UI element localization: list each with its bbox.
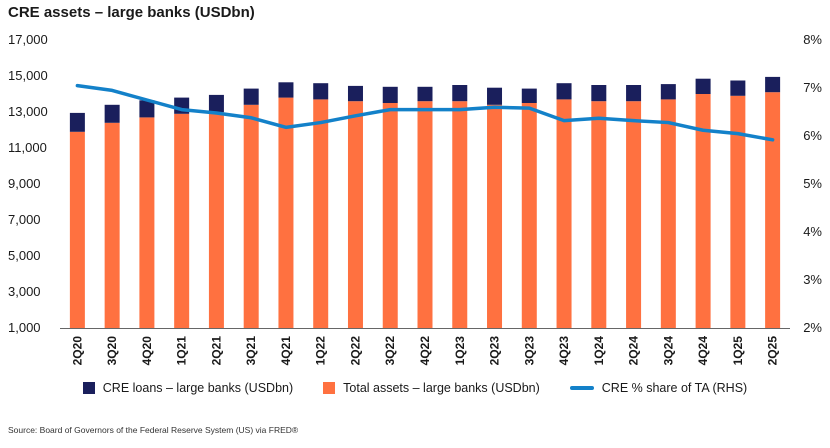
y2-tick-label: 5% [803,176,822,191]
y2-tick-label: 4% [803,224,822,239]
bar-cre-loans [313,83,329,100]
bar-total-assets [278,97,294,328]
bar-total-assets [174,113,190,328]
bar-total-assets [626,101,642,328]
x-tick-label: 2Q23 [488,336,502,366]
chart-legend: CRE loans – large banks (USDbn) Total as… [0,381,830,395]
bar-total-assets [347,101,363,328]
x-tick-label: 2Q24 [627,336,641,366]
y-tick-label: 9,000 [8,176,41,191]
legend-label-total-assets: Total assets – large banks (USDbn) [343,381,540,395]
y2-tick-label: 6% [803,128,822,143]
x-tick-label: 1Q23 [453,336,467,366]
bar-cre-loans [452,85,468,102]
y2-tick-label: 8% [803,32,822,47]
bar-cre-loans [660,84,676,100]
bar-cre-loans [243,88,259,105]
x-tick-label: 2Q22 [348,336,362,366]
x-tick-label: 3Q22 [383,336,397,366]
bar-total-assets [591,101,607,328]
y-tick-label: 1,000 [8,320,41,335]
bar-total-assets [417,101,433,328]
y-tick-label: 11,000 [8,140,47,155]
x-tick-label: 3Q21 [244,336,258,366]
x-tick-label: 2Q21 [209,336,223,366]
bar-cre-loans [521,88,537,103]
bar-cre-loans [139,100,155,118]
bar-cre-loans [417,86,433,102]
bar-cre-loans [278,82,294,98]
bar-cre-loans [591,85,607,102]
bar-total-assets [452,101,468,328]
x-tick-label: 3Q20 [105,336,119,366]
x-tick-label: 3Q24 [661,336,675,366]
y-tick-label: 13,000 [8,104,48,119]
x-tick-label: 4Q20 [140,336,154,366]
bar-cre-loans [730,80,746,96]
y-tick-label: 7,000 [8,212,41,227]
x-tick-label: 1Q24 [592,336,606,366]
line-series [75,83,775,142]
x-tick-label: 2Q20 [70,336,84,366]
bar-total-assets [487,104,503,328]
bar-total-assets [695,94,711,328]
bar-cre-loans [626,85,642,102]
bar-cre-loans [556,83,572,100]
y-tick-label: 17,000 [8,32,48,47]
legend-item-cre-loans: CRE loans – large banks (USDbn) [82,381,294,395]
legend-swatch-total-assets [323,382,336,394]
x-tick-label: 1Q22 [314,336,328,366]
bar-cre-loans [69,112,85,132]
bar-cre-loans [765,76,781,93]
x-tick-label: 4Q24 [696,336,710,366]
x-tick-label: 4Q23 [557,336,571,366]
bar-total-assets [243,104,259,328]
bar-total-assets [139,117,155,329]
left-y-axis: 1,000 3,000 5,000 7,000 9,000 11,000 13,000 15,… [8,32,48,335]
source-note: Source: Board of Governors of the Federa… [8,425,299,435]
y2-tick-label: 2% [803,320,822,335]
bar-cre-loans [104,104,120,123]
chart-title: CRE assets – large banks (USDbn) [8,4,255,21]
x-tick-label: 3Q23 [522,336,536,366]
x-axis: 2Q20 3Q20 4Q20 1Q21 2Q21 3Q21 4Q21 1Q22 2Q22 3Q22… [60,328,790,366]
x-tick-label: 2Q25 [766,336,780,366]
bar-series [69,76,781,329]
legend-label-cre-loans: CRE loans – large banks (USDbn) [102,381,294,395]
legend-swatch-cre-loans [82,382,95,394]
y2-tick-label: 3% [803,272,822,287]
bar-total-assets [104,122,120,328]
bar-cre-loans [347,85,363,102]
bar-total-assets [660,99,676,329]
bar-cre-loans [695,78,711,94]
y-tick-label: 3,000 [8,284,41,299]
bar-total-assets [382,103,398,328]
x-tick-label: 1Q21 [175,336,189,366]
y2-tick-label: 7% [803,80,822,95]
bar-total-assets [208,112,224,328]
bar-total-assets [313,99,329,329]
bar-total-assets [556,99,572,329]
bar-cre-loans [382,86,398,103]
legend-item-total-assets: Total assets – large banks (USDbn) [323,381,540,395]
bar-total-assets [730,95,746,328]
legend-item-cre-share: CRE % share of TA (RHS) [569,381,748,395]
x-tick-label: 1Q25 [731,336,745,366]
bar-total-assets [69,131,85,328]
x-tick-label: 4Q21 [279,336,293,366]
legend-swatch-cre-share [569,386,594,390]
bar-cre-loans [487,87,503,105]
y-tick-label: 15,000 [8,68,48,83]
x-tick-label: 4Q22 [418,336,432,366]
y-tick-label: 5,000 [8,248,41,263]
bar-cre-loans [208,94,224,112]
bar-total-assets [521,103,537,328]
legend-label-cre-share: CRE % share of TA (RHS) [601,381,748,395]
bar-total-assets [765,92,781,328]
right-y-axis: 2% 3% 4% 5% 6% 7% 8% [803,32,822,335]
